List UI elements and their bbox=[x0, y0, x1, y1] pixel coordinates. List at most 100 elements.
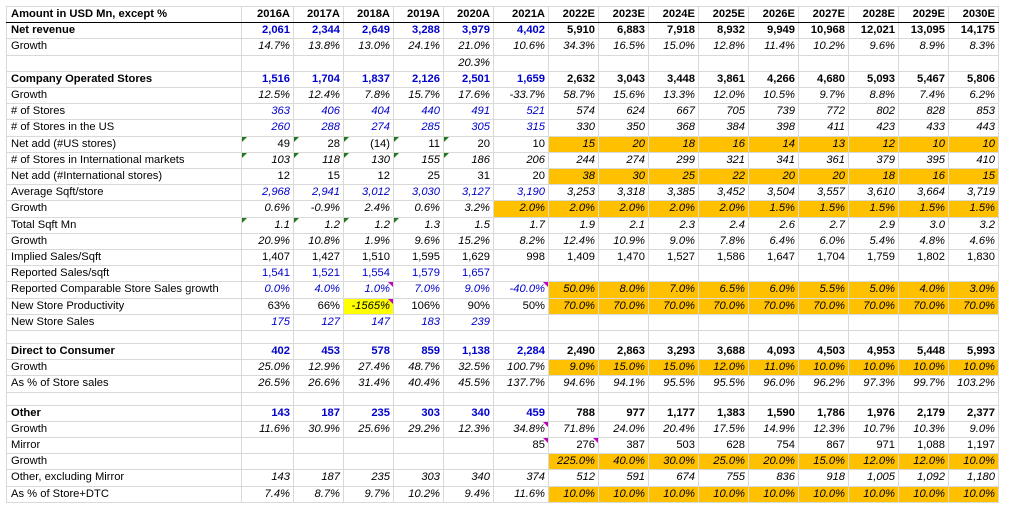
data-cell[interactable]: 14,175 bbox=[948, 22, 999, 40]
data-cell[interactable]: 379 bbox=[848, 151, 899, 170]
data-cell[interactable]: 8.0% bbox=[598, 281, 649, 299]
data-cell[interactable]: 235 bbox=[343, 469, 394, 487]
data-cell[interactable]: 1,180 bbox=[948, 469, 999, 487]
data-cell[interactable]: 2,126 bbox=[393, 70, 444, 89]
data-cell[interactable] bbox=[748, 54, 799, 72]
data-cell[interactable]: 6.2% bbox=[948, 87, 999, 105]
data-cell[interactable]: 998 bbox=[493, 249, 549, 267]
row-label[interactable]: Total Sqft Mn bbox=[6, 216, 242, 234]
data-cell[interactable]: 3,293 bbox=[648, 343, 699, 361]
data-cell[interactable]: 5,806 bbox=[948, 70, 999, 89]
data-cell[interactable]: 5,093 bbox=[848, 70, 899, 89]
data-cell[interactable] bbox=[598, 265, 649, 283]
data-cell[interactable]: 15 bbox=[548, 135, 599, 153]
data-cell[interactable]: 9.0% bbox=[548, 359, 599, 377]
data-cell[interactable]: 143 bbox=[241, 469, 294, 487]
data-cell[interactable]: 368 bbox=[648, 119, 699, 137]
data-cell[interactable]: 5.4% bbox=[848, 232, 899, 251]
data-cell[interactable]: 3,452 bbox=[698, 184, 749, 202]
data-cell[interactable] bbox=[343, 330, 394, 345]
data-cell[interactable] bbox=[648, 391, 699, 406]
year-header[interactable]: 2028E bbox=[848, 5, 899, 24]
data-cell[interactable]: 1,647 bbox=[748, 249, 799, 267]
data-cell[interactable] bbox=[748, 330, 799, 345]
data-cell[interactable]: 321 bbox=[698, 151, 749, 170]
data-cell[interactable] bbox=[548, 54, 599, 72]
data-cell[interactable]: 1.5% bbox=[848, 200, 899, 218]
data-cell[interactable]: 1.5 bbox=[443, 216, 494, 234]
data-cell[interactable]: 24.1% bbox=[393, 38, 444, 56]
data-cell[interactable]: 2.9 bbox=[848, 216, 899, 234]
data-cell[interactable]: 3,610 bbox=[848, 184, 899, 202]
data-cell[interactable]: 25.0% bbox=[698, 453, 749, 471]
data-cell[interactable] bbox=[241, 54, 294, 72]
data-cell[interactable] bbox=[343, 437, 394, 455]
row-label[interactable]: New Store Productivity bbox=[6, 297, 242, 315]
data-cell[interactable]: 1,177 bbox=[648, 404, 699, 422]
data-cell[interactable] bbox=[648, 54, 699, 72]
data-cell[interactable]: 6.0% bbox=[748, 281, 799, 299]
data-cell[interactable] bbox=[948, 313, 999, 332]
data-cell[interactable]: 7,918 bbox=[648, 22, 699, 40]
data-cell[interactable]: 15.0% bbox=[648, 359, 699, 377]
data-cell[interactable]: 9.0% bbox=[948, 420, 999, 439]
data-cell[interactable]: 3.0 bbox=[898, 216, 949, 234]
data-cell[interactable]: 10.2% bbox=[393, 485, 444, 503]
data-cell[interactable] bbox=[493, 330, 549, 345]
data-cell[interactable] bbox=[798, 54, 849, 72]
data-cell[interactable]: 9.6% bbox=[393, 232, 444, 251]
data-cell[interactable]: 11.6% bbox=[241, 420, 294, 439]
data-cell[interactable]: 15.0% bbox=[648, 38, 699, 56]
data-cell[interactable]: 103.2% bbox=[948, 375, 999, 393]
data-cell[interactable]: 11 bbox=[393, 135, 444, 153]
data-cell[interactable]: 11.0% bbox=[748, 359, 799, 377]
data-cell[interactable]: 918 bbox=[798, 469, 849, 487]
data-cell[interactable]: 1,802 bbox=[898, 249, 949, 267]
data-cell[interactable] bbox=[848, 391, 899, 406]
data-cell[interactable]: 406 bbox=[293, 103, 344, 121]
data-cell[interactable]: 276 bbox=[548, 437, 599, 455]
data-cell[interactable]: 20 bbox=[493, 168, 549, 186]
data-cell[interactable]: 12.8% bbox=[698, 38, 749, 56]
data-cell[interactable]: 1,527 bbox=[648, 249, 699, 267]
data-cell[interactable]: 667 bbox=[648, 103, 699, 121]
data-cell[interactable]: 30.0% bbox=[648, 453, 699, 471]
data-cell[interactable]: 1,516 bbox=[241, 70, 294, 89]
data-cell[interactable]: 624 bbox=[598, 103, 649, 121]
data-cell[interactable]: 3,012 bbox=[343, 184, 394, 202]
data-cell[interactable]: 10,968 bbox=[798, 22, 849, 40]
data-cell[interactable]: 8,932 bbox=[698, 22, 749, 40]
data-cell[interactable] bbox=[293, 453, 344, 471]
data-cell[interactable]: 10 bbox=[493, 135, 549, 153]
data-cell[interactable]: 755 bbox=[698, 469, 749, 487]
data-cell[interactable]: 387 bbox=[598, 437, 649, 455]
data-cell[interactable]: 5,467 bbox=[898, 70, 949, 89]
data-cell[interactable]: 28 bbox=[293, 135, 344, 153]
data-cell[interactable]: 1,830 bbox=[948, 249, 999, 267]
data-cell[interactable]: 2,344 bbox=[293, 22, 344, 40]
data-cell[interactable]: 1.5% bbox=[898, 200, 949, 218]
data-cell[interactable] bbox=[698, 391, 749, 406]
data-cell[interactable]: 361 bbox=[798, 151, 849, 170]
data-cell[interactable]: 459 bbox=[493, 404, 549, 422]
row-label[interactable]: Average Sqft/store bbox=[6, 184, 242, 202]
row-label[interactable]: Direct to Consumer bbox=[6, 343, 242, 361]
data-cell[interactable]: 274 bbox=[343, 119, 394, 137]
data-cell[interactable]: 20 bbox=[443, 135, 494, 153]
data-cell[interactable]: 13,095 bbox=[898, 22, 949, 40]
data-cell[interactable]: 70.0% bbox=[648, 297, 699, 315]
data-cell[interactable]: 1,138 bbox=[443, 343, 494, 361]
data-cell[interactable]: 395 bbox=[898, 151, 949, 170]
data-cell[interactable]: 10.0% bbox=[948, 485, 999, 503]
data-cell[interactable]: 70.0% bbox=[898, 297, 949, 315]
data-cell[interactable]: 2,649 bbox=[343, 22, 394, 40]
data-cell[interactable]: 1,427 bbox=[293, 249, 344, 267]
data-cell[interactable] bbox=[493, 313, 549, 332]
data-cell[interactable]: 1.7 bbox=[493, 216, 549, 234]
data-cell[interactable]: 10.8% bbox=[293, 232, 344, 251]
data-cell[interactable]: 1,088 bbox=[898, 437, 949, 455]
data-cell[interactable]: 70.0% bbox=[548, 297, 599, 315]
data-cell[interactable]: 15.0% bbox=[798, 453, 849, 471]
data-cell[interactable]: 8.9% bbox=[898, 38, 949, 56]
data-cell[interactable]: 26.6% bbox=[293, 375, 344, 393]
